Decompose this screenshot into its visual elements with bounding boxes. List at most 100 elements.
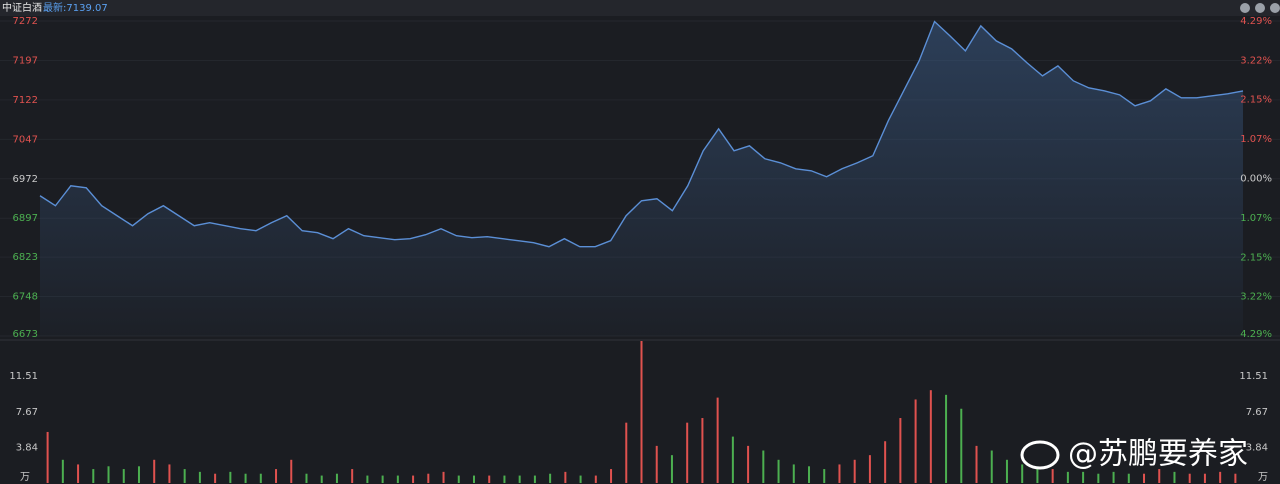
volume-bar [518,475,521,483]
volume-bar [320,475,323,483]
volume-bar [503,475,506,483]
volume-bar [1112,471,1115,483]
volume-bar [838,464,841,483]
zoom-in-button[interactable] [1240,3,1250,13]
volume-bar [579,475,582,483]
volume-bar [853,459,856,483]
volume-bar [305,473,308,483]
volume-bar [122,469,125,483]
zoom-out-button[interactable] [1255,3,1265,13]
volume-bar [610,469,613,483]
volume-bar [1173,471,1176,483]
volume-bar [259,473,262,483]
volume-bar [275,469,278,483]
volume-bar [92,469,95,483]
volume-bar [46,431,49,483]
volume-tick-label-right: 7.67 [1246,407,1268,418]
volume-bar [488,475,491,483]
volume-bar [929,390,932,483]
volume-bar [747,445,750,483]
volume-bar [168,464,171,483]
volume-bar [1097,473,1100,483]
y2-tick-label: 4.29% [1240,329,1272,340]
volume-bar [1066,471,1069,483]
volume-bar [823,469,826,483]
volume-bar [1082,471,1085,483]
volume-bar [1234,473,1237,483]
volume-tick-label-right: 11.51 [1239,371,1268,382]
volume-bar [442,471,445,483]
y2-tick-label: 1.07% [1240,213,1272,224]
volume-bar [1188,473,1191,483]
volume-bar [183,469,186,483]
volume-bar [899,418,902,483]
volume-bar [366,475,369,483]
volume-tick-label: 7.67 [16,407,38,418]
volume-bar [716,397,719,483]
y2-tick-label: 3.22% [1240,55,1272,66]
y2-tick-label: 4.29% [1240,16,1272,27]
volume-bar [396,475,399,483]
volume-bar [1021,464,1024,483]
volume-bar [533,475,536,483]
watermark-text: @苏鹏要养家 [1068,437,1248,472]
volume-bar [1127,473,1130,483]
volume-bar [868,455,871,483]
volume-bar [762,450,765,483]
y-tick-label: 6823 [13,252,38,263]
volume-bar [335,473,338,483]
volume-bar [808,466,811,483]
volume-bar [77,464,80,483]
volume-bar [701,418,704,483]
volume-bar [549,473,552,483]
volume-bar [214,473,217,483]
volume-bar [594,475,597,483]
y-tick-label: 7122 [13,95,38,106]
volume-bar [1143,473,1146,483]
volume-bar [655,445,658,483]
y2-tick-label: 2.15% [1240,95,1272,106]
volume-bar [61,459,64,483]
settings-button[interactable] [1270,3,1280,13]
volume-tick-label: 11.51 [9,371,38,382]
y2-tick-label: 1.07% [1240,134,1272,145]
volume-bar [229,471,232,483]
volume-bar [412,475,415,483]
volume-bar [457,475,460,483]
y-tick-label: 7272 [13,16,38,27]
volume-bar [381,475,384,483]
price-line [39,20,1244,248]
volume-bar [244,473,247,483]
header-bar [0,0,1280,16]
volume-bar [1219,471,1222,483]
volume-bar [472,475,475,483]
volume-bar [1203,473,1206,483]
watermark-logo [1020,440,1060,470]
volume-bar [914,399,917,483]
volume-bar [960,408,963,483]
volume-tick-label: 万 [20,472,30,483]
y2-tick-label: 3.22% [1240,292,1272,303]
y2-tick-label: 2.15% [1240,252,1272,263]
volume-bar [792,464,795,483]
volume-bar [1051,469,1054,483]
volume-bar [1036,469,1039,483]
volume-bar [198,471,201,483]
watermark: @苏鹏要养家 [1020,437,1248,472]
volume-bar [427,473,430,483]
chart-title: 中证白酒 [2,1,42,14]
volume-bar [990,450,993,483]
y-tick-label: 6673 [13,329,38,340]
volume-tick-label: 3.84 [16,442,38,453]
volume-tick-label-right: 3.84 [1246,442,1268,453]
y2-tick-label: 0.00% [1240,174,1272,185]
volume-bar [107,466,110,483]
volume-bar [686,422,689,483]
volume-bar [153,459,156,483]
volume-bar [564,471,567,483]
volume-bar [137,466,140,483]
volume-bar [945,394,948,483]
volume-bar [975,445,978,483]
volume-tick-label-right: 万 [1258,472,1268,483]
